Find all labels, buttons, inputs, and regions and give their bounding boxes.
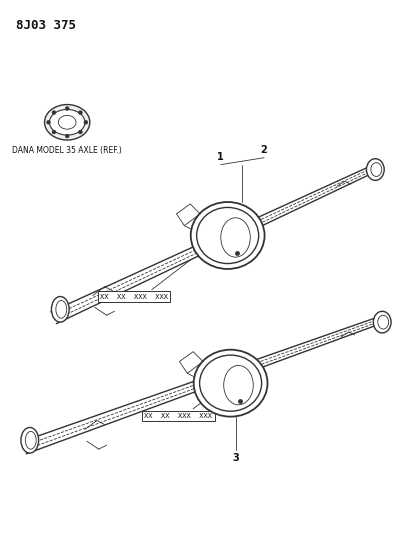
Ellipse shape <box>224 366 253 405</box>
Text: XX  XX  XXX  XXX: XX XX XXX XXX <box>100 294 168 300</box>
Text: 2: 2 <box>261 145 267 155</box>
Ellipse shape <box>51 296 69 322</box>
Text: 8J03 375: 8J03 375 <box>16 19 76 33</box>
Ellipse shape <box>191 202 265 269</box>
Ellipse shape <box>65 134 69 138</box>
Ellipse shape <box>78 110 82 115</box>
Text: 3: 3 <box>232 453 239 463</box>
Text: 1: 1 <box>217 152 224 161</box>
Ellipse shape <box>56 301 67 318</box>
Ellipse shape <box>84 120 88 124</box>
Ellipse shape <box>52 130 56 134</box>
Ellipse shape <box>366 159 384 180</box>
Ellipse shape <box>65 107 69 110</box>
Text: DANA MODEL 35 AXLE (REF.): DANA MODEL 35 AXLE (REF.) <box>12 146 122 155</box>
Ellipse shape <box>194 350 268 417</box>
Ellipse shape <box>50 109 85 135</box>
Ellipse shape <box>25 431 36 449</box>
Ellipse shape <box>378 315 388 329</box>
Ellipse shape <box>46 120 50 124</box>
Ellipse shape <box>52 110 56 115</box>
Ellipse shape <box>44 104 90 140</box>
Ellipse shape <box>371 163 382 176</box>
Text: XX  XX  XXX  XXX: XX XX XXX XXX <box>145 413 212 418</box>
Ellipse shape <box>21 427 39 453</box>
Ellipse shape <box>78 130 82 134</box>
Ellipse shape <box>373 311 391 333</box>
Ellipse shape <box>221 218 250 257</box>
